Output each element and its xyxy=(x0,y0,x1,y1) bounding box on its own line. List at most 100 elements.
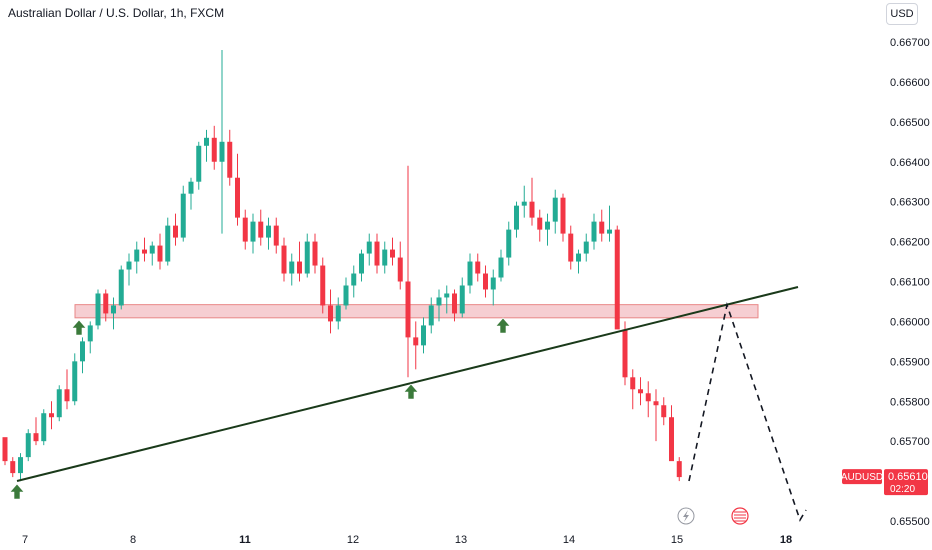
candle-body xyxy=(281,245,287,274)
up-arrow-icon xyxy=(71,319,87,336)
candle-body xyxy=(498,257,504,278)
candle-body xyxy=(56,389,62,418)
projection-path xyxy=(688,302,807,522)
candle-body xyxy=(258,221,264,238)
candle-body xyxy=(335,305,341,322)
candle-body xyxy=(359,253,364,274)
candle-body xyxy=(351,273,357,286)
candle-body xyxy=(10,461,16,474)
candle-body xyxy=(444,293,450,298)
candle-body xyxy=(669,417,674,462)
candle-body xyxy=(227,141,233,178)
y-tick-label: 0.66600 xyxy=(890,77,930,89)
zone-rect xyxy=(74,304,759,319)
candle-body xyxy=(382,249,388,266)
candle-body xyxy=(111,305,116,314)
candle-body xyxy=(452,293,457,314)
candle-body xyxy=(18,457,23,474)
symbol-tag-label: AUDUSD xyxy=(841,472,883,483)
candle-body xyxy=(374,241,380,266)
candle-body xyxy=(653,401,659,406)
candle-body xyxy=(196,145,202,182)
candle-body xyxy=(95,293,101,326)
candle-body xyxy=(591,221,597,242)
candle-body xyxy=(428,305,434,326)
candle-body xyxy=(304,241,310,274)
x-tick-label: 18 xyxy=(780,534,792,546)
y-tick-label: 0.65800 xyxy=(890,396,930,408)
candle-body xyxy=(211,137,217,162)
candle-body xyxy=(467,261,473,286)
date-axis: 7 8 11 12 13 14 15 18 xyxy=(22,534,792,546)
candle-body xyxy=(545,221,550,230)
candle-body xyxy=(676,461,682,478)
us-flag-icon xyxy=(731,507,749,525)
candle-body xyxy=(235,177,240,218)
lightning-icon-bolt xyxy=(683,510,689,522)
candle-body xyxy=(157,245,163,262)
candle-body xyxy=(173,225,178,238)
y-tick-label: 0.65700 xyxy=(890,436,930,448)
up-arrow-icon xyxy=(403,383,419,400)
candle-body xyxy=(436,297,442,306)
candle-body xyxy=(165,225,171,262)
x-tick-label: 12 xyxy=(347,534,359,546)
candle-body xyxy=(413,337,419,346)
y-tick-label: 0.66000 xyxy=(890,316,930,328)
candle-body xyxy=(33,433,39,442)
candles xyxy=(2,49,682,482)
x-tick-label: 8 xyxy=(130,534,136,546)
candle-body xyxy=(289,261,295,274)
chart-title: Australian Dollar / U.S. Dollar, 1h, FXC… xyxy=(8,6,224,20)
candle-body xyxy=(180,193,186,238)
candle-body xyxy=(614,229,620,330)
candle-body xyxy=(521,201,527,206)
candle-body xyxy=(266,225,271,238)
resistance-zone xyxy=(74,304,759,319)
currency-button[interactable]: USD xyxy=(886,3,918,25)
candle-body xyxy=(490,277,496,290)
up-arrow-icon xyxy=(495,317,511,334)
candle-body xyxy=(142,249,147,254)
candle-body xyxy=(273,225,279,246)
candle-body xyxy=(320,265,326,306)
candle-body xyxy=(599,221,605,234)
candle-body xyxy=(87,325,93,342)
candle-body xyxy=(25,433,31,458)
up-arrow-icon xyxy=(9,483,25,500)
candle-body xyxy=(583,241,589,254)
candle-body xyxy=(103,293,109,314)
lightning-icon xyxy=(677,507,695,525)
candle-body xyxy=(80,341,85,362)
price-axis: 0.66700 0.66600 0.66500 0.66400 0.66300 0.662… xyxy=(890,37,930,528)
y-tick-label: 0.66400 xyxy=(890,157,930,169)
candle-body xyxy=(72,361,78,402)
candle-body xyxy=(405,281,411,338)
candle-body xyxy=(552,197,558,222)
candle-body xyxy=(607,229,612,234)
candle-body xyxy=(560,197,566,234)
candle-body xyxy=(2,437,8,462)
x-tick-label: 11 xyxy=(239,534,251,546)
candle-body xyxy=(49,413,54,418)
candle-body xyxy=(312,241,318,266)
y-tick-label: 0.65500 xyxy=(890,516,930,528)
price-tag-bg xyxy=(884,469,928,496)
candle-body xyxy=(397,257,403,282)
candle-body xyxy=(343,285,349,306)
candle-body xyxy=(134,249,140,262)
x-tick-label: 15 xyxy=(671,534,683,546)
price-tag-countdown: 02:20 xyxy=(890,484,915,495)
candle-body xyxy=(537,217,543,230)
candle-body xyxy=(41,413,47,442)
x-tick-label: 13 xyxy=(455,534,467,546)
candle-body xyxy=(459,285,465,314)
y-tick-label: 0.65900 xyxy=(890,356,930,368)
y-tick-label: 0.66200 xyxy=(890,237,930,249)
y-tick-label: 0.66500 xyxy=(890,117,930,129)
symbol-tag-bg xyxy=(842,469,882,485)
candle-body xyxy=(630,377,636,390)
candle-body xyxy=(529,201,535,218)
